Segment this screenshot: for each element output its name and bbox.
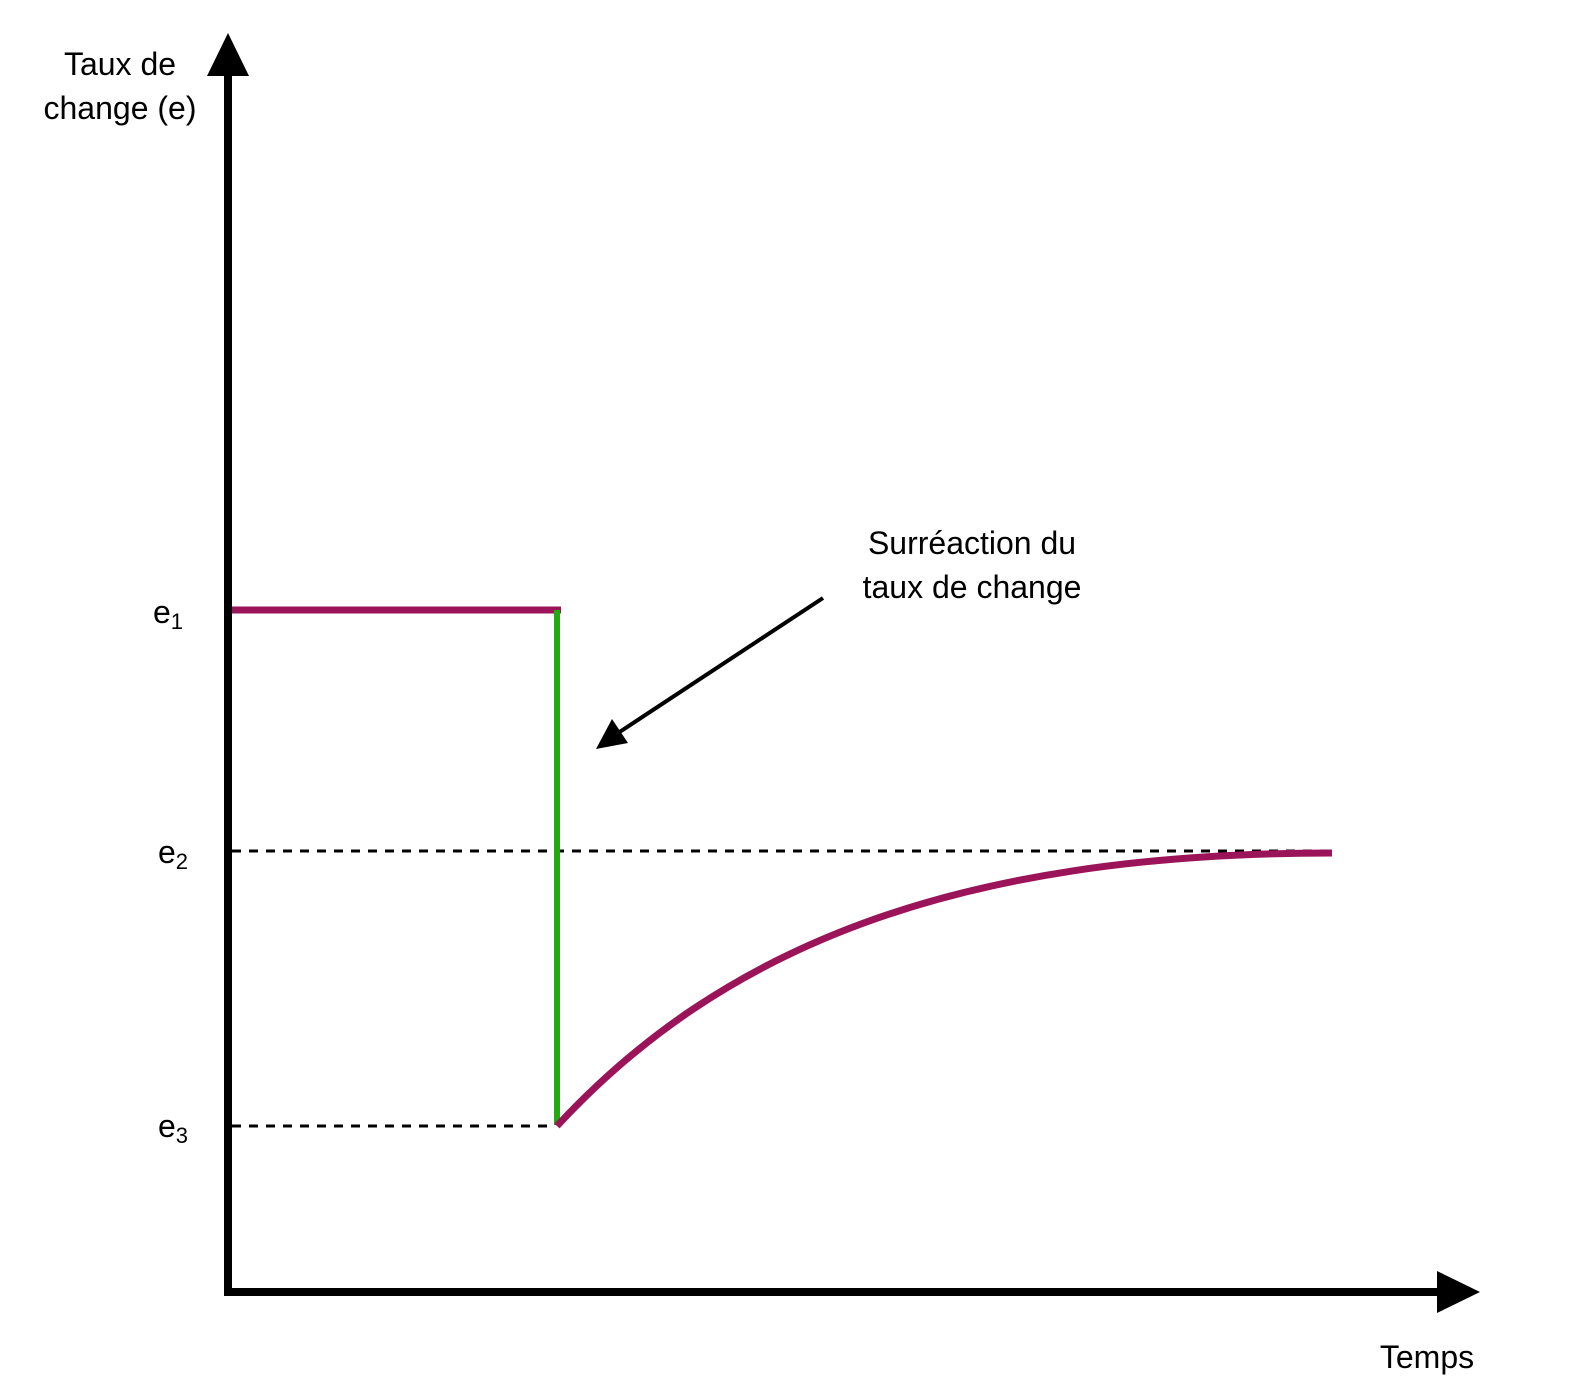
level-subscript: 3 (176, 1123, 188, 1148)
annotation-arrowhead (596, 719, 628, 749)
level-base: e (158, 1108, 176, 1144)
level-subscript: 1 (171, 609, 183, 634)
annotation-text: Surréaction du (868, 525, 1076, 561)
level-label: e2 (158, 834, 188, 874)
level-label: e3 (158, 1108, 188, 1148)
level-label: e1 (153, 594, 183, 634)
y-axis-label: Taux de (64, 46, 176, 82)
level-subscript: 2 (176, 849, 188, 874)
annotation-arrow-line (613, 596, 825, 737)
y-axis-arrow (207, 33, 249, 76)
x-axis-label: Temps (1380, 1339, 1474, 1375)
x-axis-arrow (1437, 1271, 1480, 1313)
annotation-text: taux de change (863, 569, 1082, 605)
adjustment-curve (554, 849, 1333, 1129)
y-axis-label: change (e) (44, 90, 197, 126)
level-base: e (153, 594, 171, 630)
level-base: e (158, 834, 176, 870)
